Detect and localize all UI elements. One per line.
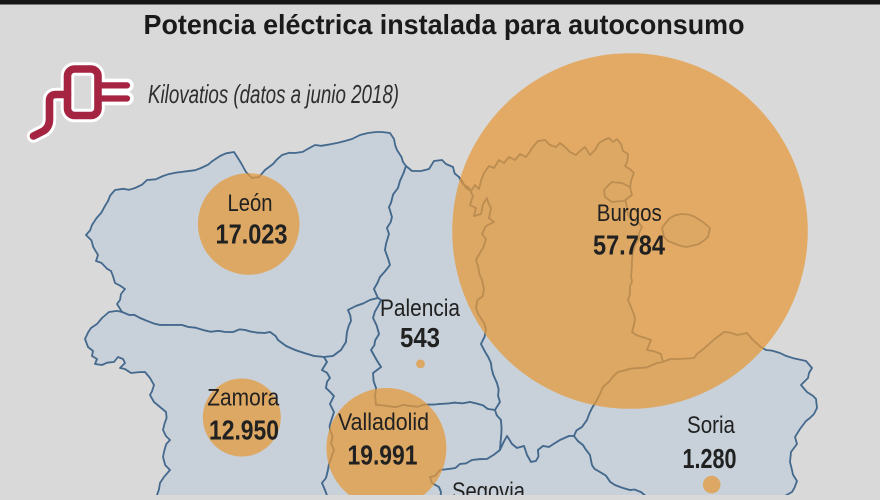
svg-text:543: 543 — [400, 322, 440, 353]
svg-text:12.950: 12.950 — [209, 415, 279, 446]
svg-text:Segovia: Segovia — [452, 478, 525, 495]
svg-text:19.991: 19.991 — [348, 439, 418, 470]
svg-text:Kilovatios (datos a junio 2018: Kilovatios (datos a junio 2018) — [148, 79, 399, 109]
svg-text:Zamora: Zamora — [207, 385, 279, 412]
svg-text:Palencia: Palencia — [380, 295, 460, 322]
svg-text:1.280: 1.280 — [683, 443, 737, 474]
svg-text:17.023: 17.023 — [216, 219, 288, 250]
svg-text:Soria: Soria — [687, 412, 735, 439]
svg-text:Valladolid: Valladolid — [338, 409, 429, 436]
svg-text:57.784: 57.784 — [593, 230, 666, 261]
svg-text:Potencia eléctrica instalada p: Potencia eléctrica instalada para autoco… — [144, 9, 745, 40]
svg-text:León: León — [228, 190, 273, 217]
svg-text:Burgos: Burgos — [597, 200, 662, 227]
